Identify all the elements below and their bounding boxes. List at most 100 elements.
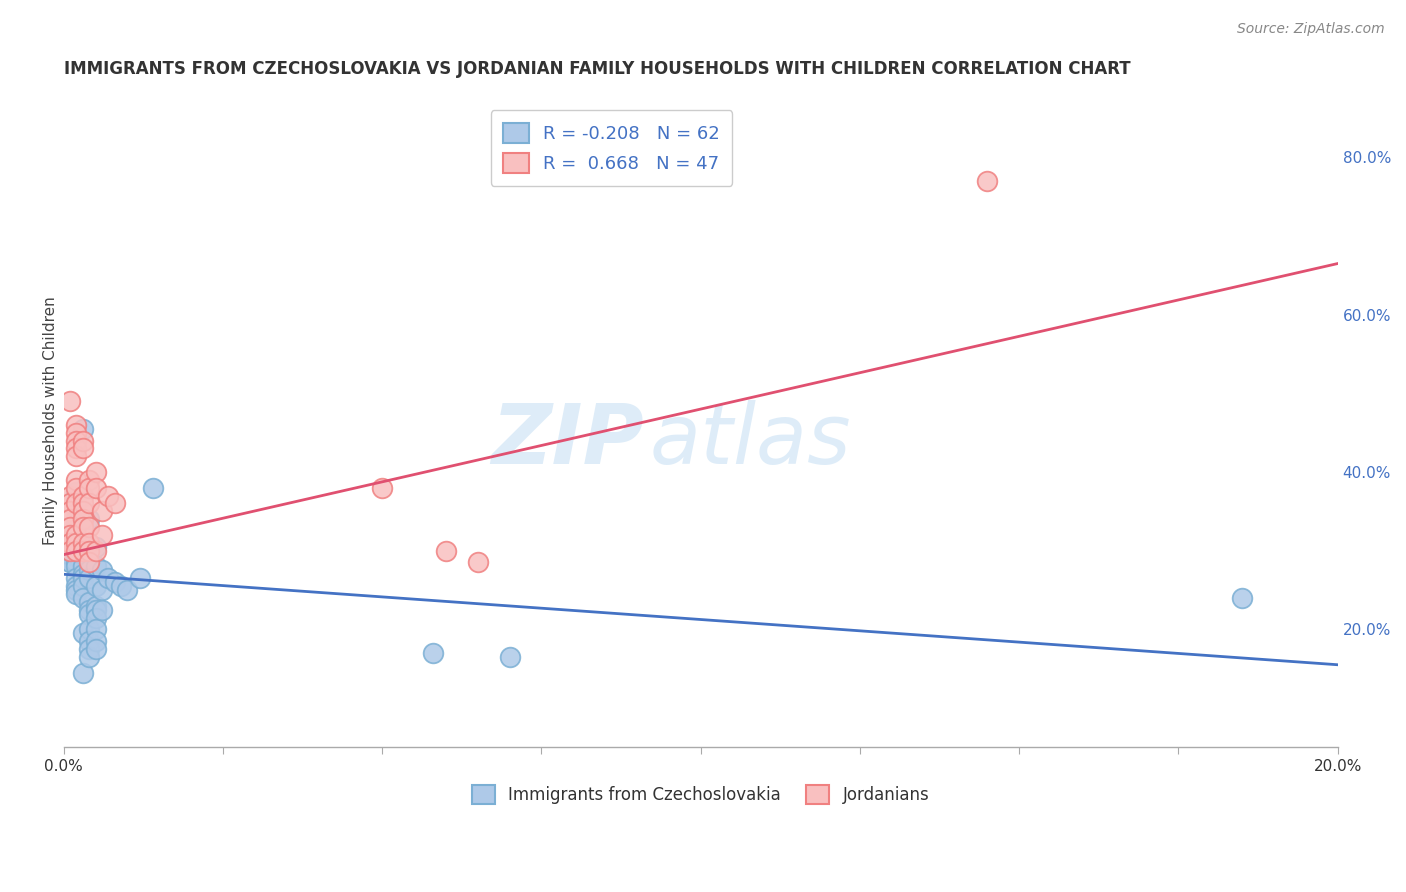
Point [72,512,94,526]
Point [72,536,94,550]
Point [422,646,444,660]
Point [77,520,100,534]
Point [110,579,132,593]
Point [59,512,82,526]
Point [84,559,107,574]
Point [498,649,520,664]
Point [65,571,87,585]
Point [976,174,998,188]
Point [84,543,107,558]
Point [77,607,100,621]
Point [77,481,100,495]
Point [77,602,100,616]
Point [65,520,87,534]
Point [77,571,100,585]
Point [72,559,94,574]
Point [84,579,107,593]
Point [90,602,112,616]
Point [59,504,82,518]
Point [72,520,94,534]
Point [59,496,82,510]
Point [72,665,94,680]
Point [72,422,94,436]
Point [65,489,87,503]
Point [59,489,82,503]
Point [90,563,112,577]
Point [72,442,94,456]
Point [65,481,87,495]
Point [65,512,87,526]
Point [59,543,82,558]
Point [77,595,100,609]
Point [59,556,82,570]
Point [65,434,87,448]
Point [142,481,165,495]
Legend: Immigrants from Czechoslovakia, Jordanians: Immigrants from Czechoslovakia, Jordania… [465,778,936,811]
Point [65,556,87,570]
Point [77,473,100,487]
Text: IMMIGRANTS FROM CZECHOSLOVAKIA VS JORDANIAN FAMILY HOUSEHOLDS WITH CHILDREN CORR: IMMIGRANTS FROM CZECHOSLOVAKIA VS JORDAN… [63,60,1130,78]
Point [77,496,100,510]
Point [65,559,87,574]
Point [65,496,87,510]
Point [97,571,120,585]
Point [77,634,100,648]
Point [65,484,87,499]
Point [77,540,100,554]
Point [84,610,107,624]
Point [467,556,489,570]
Point [77,642,100,657]
Point [434,543,457,558]
Point [59,528,82,542]
Point [77,649,100,664]
Point [72,496,94,510]
Point [1230,591,1253,605]
Point [59,548,82,562]
Point [65,425,87,440]
Point [59,536,82,550]
Point [65,417,87,432]
Point [65,496,87,510]
Text: ZIP: ZIP [491,400,644,481]
Point [77,512,100,526]
Point [90,504,112,518]
Point [72,548,94,562]
Point [59,543,82,558]
Point [72,434,94,448]
Point [84,540,107,554]
Point [117,582,139,597]
Point [77,543,100,558]
Point [65,442,87,456]
Point [77,536,100,550]
Point [65,543,87,558]
Point [104,496,127,510]
Point [97,489,120,503]
Point [65,528,87,542]
Point [72,504,94,518]
Y-axis label: Family Households with Children: Family Households with Children [44,296,58,545]
Point [77,623,100,637]
Point [371,481,394,495]
Point [59,394,82,409]
Point [65,587,87,601]
Point [72,512,94,526]
Point [59,528,82,542]
Text: Source: ZipAtlas.com: Source: ZipAtlas.com [1237,22,1385,37]
Point [72,543,94,558]
Point [77,563,100,577]
Point [84,634,107,648]
Point [59,536,82,550]
Point [65,548,87,562]
Point [104,575,127,590]
Point [65,579,87,593]
Point [59,556,82,570]
Point [77,551,100,566]
Point [90,528,112,542]
Point [72,591,94,605]
Point [59,520,82,534]
Point [65,582,87,597]
Point [72,626,94,640]
Point [84,623,107,637]
Text: atlas: atlas [650,400,851,481]
Point [84,465,107,479]
